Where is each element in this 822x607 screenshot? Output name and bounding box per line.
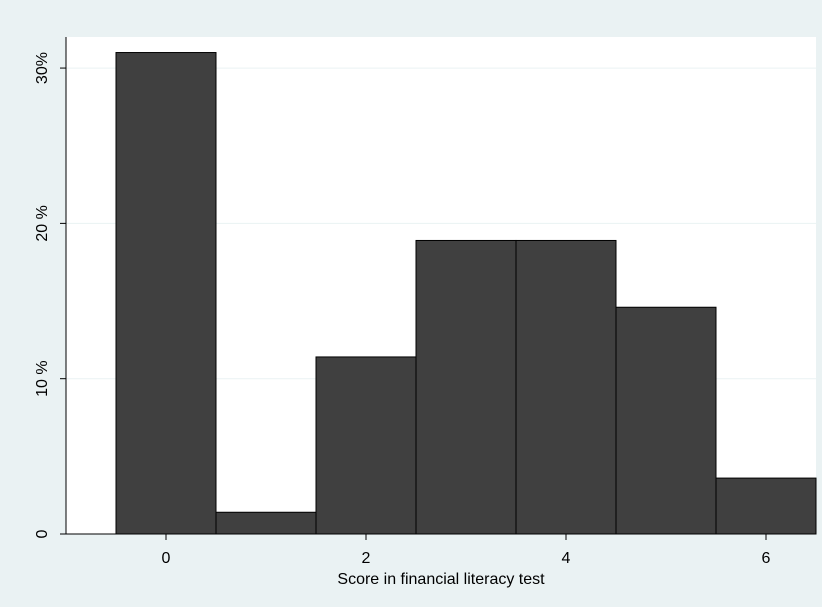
- x-tick-label: 4: [562, 550, 571, 567]
- bars: [115, 52, 817, 535]
- y-tick-label: 10 %: [34, 360, 51, 396]
- y-tick-label: 20 %: [34, 205, 51, 241]
- bar: [615, 306, 717, 535]
- y-tick-label: 0: [34, 529, 51, 538]
- bar: [115, 52, 217, 535]
- x-tick-label: 0: [162, 550, 171, 567]
- y-axis-ticks: 0 10 % 20 % 30%: [34, 52, 66, 538]
- x-axis-title: Score in financial literacy test: [337, 571, 545, 588]
- bar: [415, 239, 517, 535]
- x-tick-label: 6: [762, 550, 771, 567]
- x-axis-ticks: 0 2 4 6: [162, 534, 771, 567]
- bar: [515, 239, 617, 535]
- bar: [715, 477, 817, 535]
- bar: [315, 356, 417, 535]
- x-tick-label: 2: [362, 550, 371, 567]
- y-tick-label: 30%: [34, 52, 51, 84]
- bar: [215, 511, 317, 535]
